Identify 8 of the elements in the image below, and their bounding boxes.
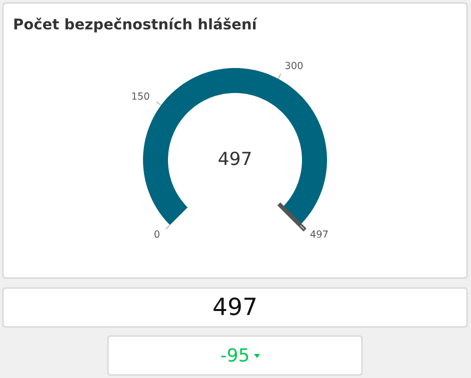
text: 497 bbox=[218, 152, 251, 166]
text: 497 bbox=[310, 230, 328, 238]
text: 150 bbox=[132, 92, 150, 100]
text: 497 bbox=[214, 297, 256, 316]
text: -95 bbox=[221, 348, 248, 362]
chart-title: Počet bezpečnostních hlášení bbox=[14, 18, 258, 32]
text: 0 bbox=[154, 230, 160, 238]
text: 300 bbox=[285, 62, 303, 70]
